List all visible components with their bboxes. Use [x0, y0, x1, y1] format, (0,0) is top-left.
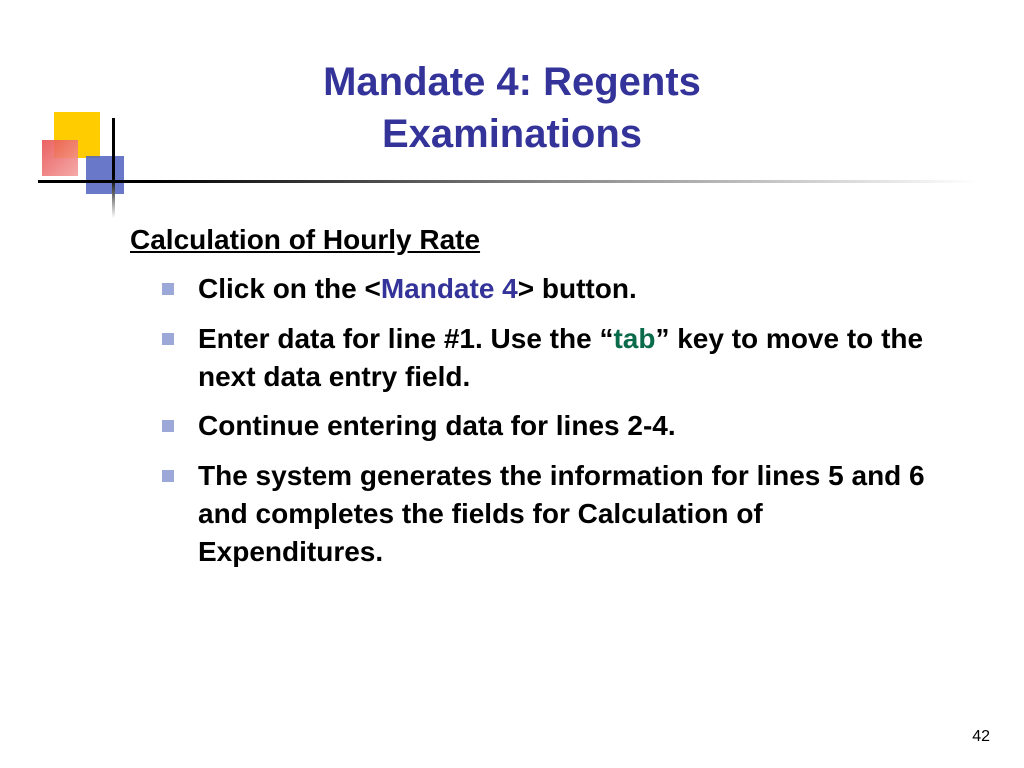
bullet-text-post: . — [375, 536, 383, 567]
decor-horizontal-line — [38, 180, 978, 183]
slide-title: Mandate 4: Regents Examinations — [0, 56, 1024, 160]
bullet-text-pre: The system generates the information for… — [198, 460, 925, 567]
bullet-text-pre: Enter data for line #1. Use the “ — [198, 323, 613, 354]
bullet-text-pre: Continue entering data for lines 2-4. — [198, 410, 676, 441]
title-line-1: Mandate 4: Regents — [323, 60, 701, 104]
bullet-text-pre: Click on the < — [198, 273, 381, 304]
bullet-item: Enter data for line #1. Use the “tab” ke… — [162, 320, 954, 396]
slide-content: Calculation of Hourly Rate Click on the … — [130, 224, 954, 583]
bullet-text-post: > button. — [518, 273, 637, 304]
bullet-item: Click on the <Mandate 4> button. — [162, 270, 954, 308]
bullet-accent: tab — [613, 323, 655, 354]
decor-square-blue — [86, 156, 124, 194]
bullet-list: Click on the <Mandate 4> button. Enter da… — [130, 270, 954, 571]
title-line-2: Examinations — [382, 112, 642, 156]
bullet-accent: Mandate 4 — [381, 273, 518, 304]
bullet-item: Continue entering data for lines 2-4. — [162, 407, 954, 445]
bullet-item: The system generates the information for… — [162, 457, 954, 570]
page-number: 42 — [972, 728, 990, 746]
section-heading: Calculation of Hourly Rate — [130, 224, 954, 256]
